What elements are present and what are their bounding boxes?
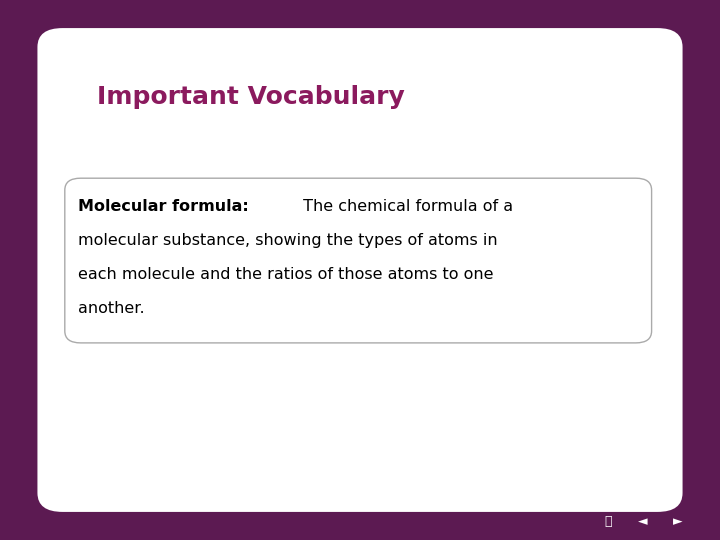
- Text: molecular substance, showing the types of atoms in: molecular substance, showing the types o…: [78, 233, 498, 248]
- Text: The chemical formula of a: The chemical formula of a: [298, 199, 513, 214]
- Text: Molecular formula:: Molecular formula:: [78, 199, 248, 214]
- Text: Important Vocabulary: Important Vocabulary: [97, 85, 405, 109]
- Text: ⏮: ⏮: [605, 515, 612, 528]
- Text: each molecule and the ratios of those atoms to one: each molecule and the ratios of those at…: [78, 267, 493, 282]
- Text: ◄: ◄: [638, 515, 648, 528]
- Text: ►: ►: [672, 515, 683, 528]
- Text: another.: another.: [78, 301, 145, 316]
- FancyBboxPatch shape: [37, 28, 683, 512]
- FancyBboxPatch shape: [65, 178, 652, 343]
